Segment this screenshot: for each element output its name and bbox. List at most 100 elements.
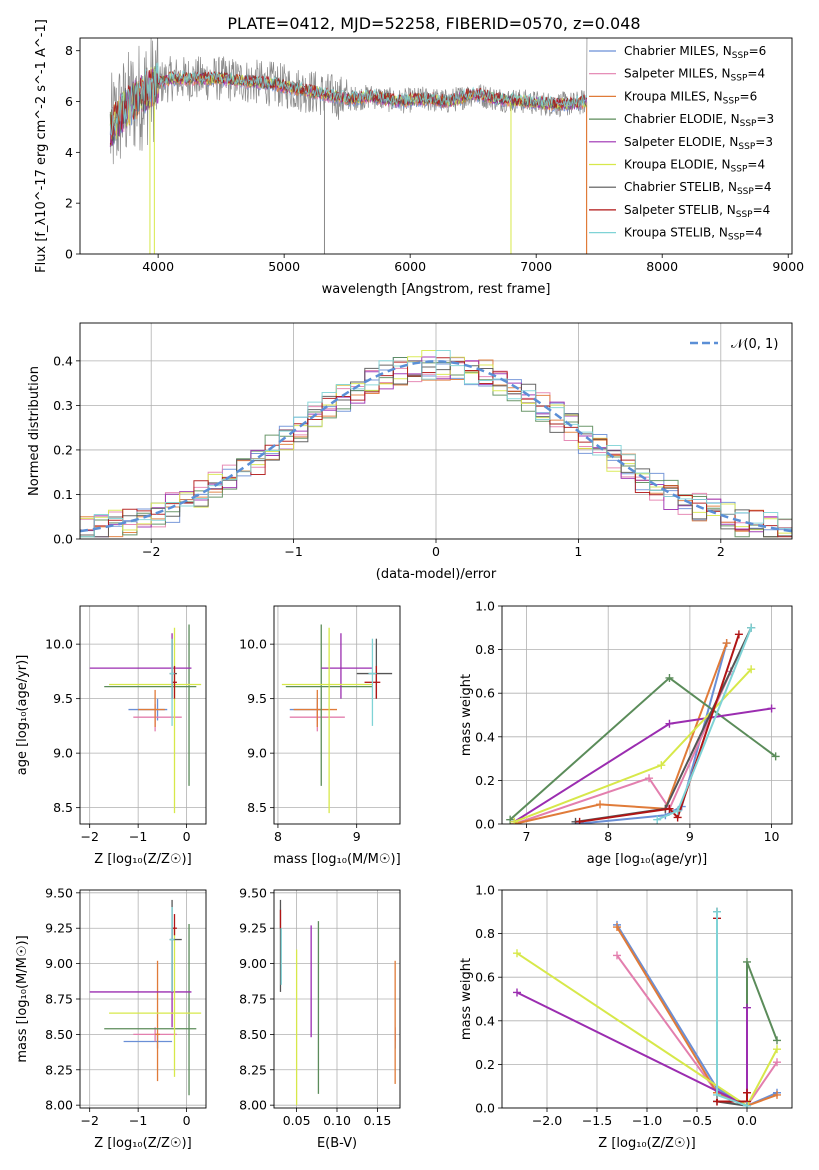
x-tick-label: 9 — [686, 829, 694, 844]
legend-entry-value: =4 — [754, 180, 772, 194]
weight-marker-kroupa-miles — [722, 639, 731, 648]
axes-frame — [501, 889, 793, 1109]
x-tick-label: 1 — [574, 544, 582, 559]
y-tick-label: 1.0 — [475, 883, 495, 898]
y-tick-label: 0.6 — [475, 970, 495, 985]
y-tick-label: 0.8 — [475, 642, 495, 657]
x-tick-label: −2 — [80, 1113, 98, 1128]
y-tick-label: 0.8 — [475, 926, 495, 941]
panel-1: −2 −1 0 1 2 0.0 0.1 0.2 0.3 0.4 (data-model)/error… — [27, 322, 793, 582]
weight-line-chabrier-miles — [616, 924, 778, 1107]
y-axis-label: mass [log₁₀(M/M☉)] — [15, 935, 30, 1062]
x-tick-label: −1 — [284, 544, 302, 559]
legend-entry-text: Salpeter MILES, N — [624, 67, 731, 81]
legend-entry-text: Salpeter ELODIE, N — [624, 135, 738, 149]
axes-frame — [79, 889, 207, 1109]
x-tick-label: −1 — [129, 1113, 147, 1128]
y-tick-label: 0.4 — [53, 353, 73, 368]
plot-area — [80, 606, 206, 824]
legend-entry-value: =4 — [747, 158, 765, 172]
legend-entry-value: =4 — [745, 226, 763, 240]
plot-area — [502, 890, 792, 1108]
legend-entry-value: =4 — [753, 203, 771, 217]
y-tick-label: 9.25 — [45, 921, 73, 936]
legend-entry-text: Chabrier ELODIE, N — [624, 112, 740, 126]
plot-area — [80, 890, 206, 1108]
y-tick-label: 0 — [65, 247, 73, 262]
weight-marker-chabrier-elodie — [665, 673, 674, 682]
legend-entry: Salpeter STELIB, NSSP=4 — [624, 203, 770, 220]
plot-area — [109, 38, 588, 254]
weight-line-kroupa-miles — [514, 642, 728, 824]
weight-marker-chabrier-elodie — [506, 815, 515, 824]
panel-4: 7 8 9 10 0.0 0.2 0.4 0.6 0.8 1.0 age [log₁₀(age/yr… — [459, 599, 793, 867]
x-tick-label: 2 — [717, 544, 725, 559]
panel-5: −2 −1 0 8.00 8.25 8.50 8.75 9.00 9.25 9.50 Z [log₁… — [15, 885, 207, 1151]
y-tick-label: 0.4 — [475, 1013, 495, 1028]
y-tick-label: 0.2 — [53, 442, 73, 457]
weight-marker-kroupa-elodie — [773, 1045, 781, 1054]
legend-entry: Kroupa STELIB, NSSP=4 — [624, 226, 762, 243]
grid — [80, 890, 206, 1108]
residual-histogram-kroupa-stelib — [80, 350, 792, 538]
legend-entry: Salpeter ELODIE, NSSP=3 — [624, 135, 773, 152]
legend-entry: Kroupa MILES, NSSP=6 — [624, 89, 757, 106]
x-axis-label: E(B-V) — [317, 1136, 357, 1151]
y-tick-label: 9.00 — [45, 956, 73, 971]
legend-entry-value: =6 — [740, 89, 758, 103]
y-axis-label: mass weight — [459, 674, 474, 756]
legend-entry: Chabrier MILES, NSSP=6 — [624, 44, 766, 61]
weight-marker-salpeter-miles — [613, 951, 621, 960]
y-tick-label: 8.50 — [45, 1027, 73, 1042]
x-tick-label: 7 — [523, 829, 531, 844]
x-tick-label: 8 — [604, 829, 612, 844]
weight-marker-chabrier-elodie — [771, 752, 780, 761]
legend-entry-text: Kroupa STELIB, N — [624, 226, 728, 240]
legend-entry-value: =3 — [756, 112, 774, 126]
y-tick-label: 8.25 — [45, 1062, 73, 1077]
x-tick-label: 0.0 — [737, 1113, 757, 1128]
y-tick-label: 10.0 — [45, 637, 73, 652]
y-tick-label: 8.75 — [45, 992, 73, 1007]
legend-entry: Salpeter MILES, NSSP=4 — [624, 67, 765, 84]
legend-entry-value: =4 — [747, 67, 765, 81]
x-tick-label: 0 — [432, 544, 440, 559]
weight-line-salpeter-miles — [513, 670, 732, 824]
legend-entry-sub: SSP — [736, 210, 753, 220]
weight-marker-kroupa-miles — [613, 923, 621, 932]
weight-marker-salpeter-stelib — [575, 817, 584, 824]
panel-7: −2.0 −1.5 −1.0 −0.5 0.0 0.0 0.2 0.4 0.6 0.8 1.0 Z [… — [459, 883, 793, 1151]
plots-container: 4000 5000 6000 7000 8000 900002468wavelength … — [15, 19, 804, 1151]
y-tick-label: 4 — [65, 145, 73, 160]
weight-marker-salpeter-miles — [773, 1058, 781, 1067]
normal-legend-label: 𝒩(0, 1) — [731, 337, 778, 352]
axes-frame — [79, 322, 793, 540]
x-axis-label: Z [log₁₀(Z/Z☉)] — [94, 1136, 191, 1151]
weight-marker-kroupa-stelib — [653, 815, 662, 824]
y-tick-label: 0.6 — [475, 686, 495, 701]
y-tick-label: 0.2 — [475, 1057, 495, 1072]
legend-entry-text: Kroupa ELODIE, N — [624, 158, 731, 172]
legend-entry-sub: SSP — [731, 74, 748, 84]
weight-marker-kroupa-elodie — [510, 817, 519, 824]
x-tick-label: 0 — [183, 1113, 191, 1128]
x-tick-label: 0.05 — [283, 1113, 311, 1128]
legend-entry: Chabrier ELODIE, NSSP=3 — [624, 112, 774, 129]
legend-entry: Chabrier STELIB, NSSP=4 — [624, 180, 772, 197]
y-tick-label: 10.0 — [239, 637, 267, 652]
y-tick-label: 9.50 — [45, 885, 73, 900]
y-tick-label: 9.0 — [247, 746, 267, 761]
x-tick-label: 4000 — [142, 259, 174, 274]
legend-entry-sub: SSP — [738, 142, 755, 152]
y-tick-label: 1.0 — [475, 599, 495, 614]
x-axis-label: (data-model)/error — [376, 567, 497, 582]
y-tick-label: 8.00 — [45, 1098, 73, 1113]
legend-entry-text: Kroupa MILES, N — [624, 89, 723, 103]
legend-entry-sub: SSP — [737, 187, 754, 197]
weight-marker-kroupa-stelib — [713, 1090, 721, 1099]
weight-marker-chabrier-elodie — [773, 1036, 781, 1045]
weight-marker-salpeter-stelib — [734, 630, 743, 639]
weight-marker-kroupa-stelib — [713, 907, 721, 916]
